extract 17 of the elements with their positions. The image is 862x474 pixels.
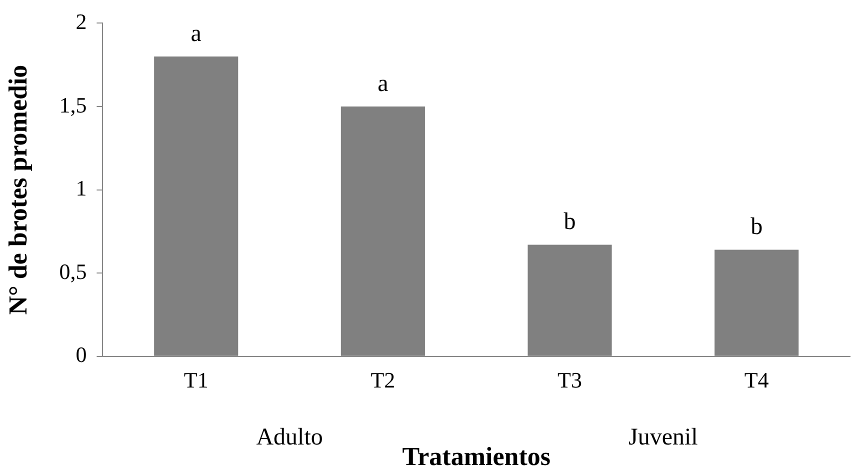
- y-tick-label: 2: [76, 8, 87, 34]
- x-tick-label: T3: [558, 367, 582, 392]
- text: Juvenil: [628, 424, 698, 451]
- y-tick-label: 1: [76, 176, 87, 201]
- y-tick-label: 1,5: [59, 92, 87, 118]
- annotation: a: [378, 70, 389, 97]
- annotation: b: [564, 209, 576, 236]
- text: Adulto: [256, 424, 323, 451]
- y-tick-label: 0,5: [59, 258, 87, 284]
- x-tick-label: T1: [184, 367, 208, 392]
- y-axis-title: N° de brotes promedio: [3, 64, 32, 315]
- annotation: a: [190, 20, 202, 47]
- x-tick-label: T2: [370, 367, 396, 392]
- y-tick-label: 0: [76, 342, 87, 368]
- x-tick-label: T4: [744, 367, 769, 392]
- annotation: b: [750, 214, 763, 240]
- x-axis-title: Tratamientos: [402, 442, 550, 472]
